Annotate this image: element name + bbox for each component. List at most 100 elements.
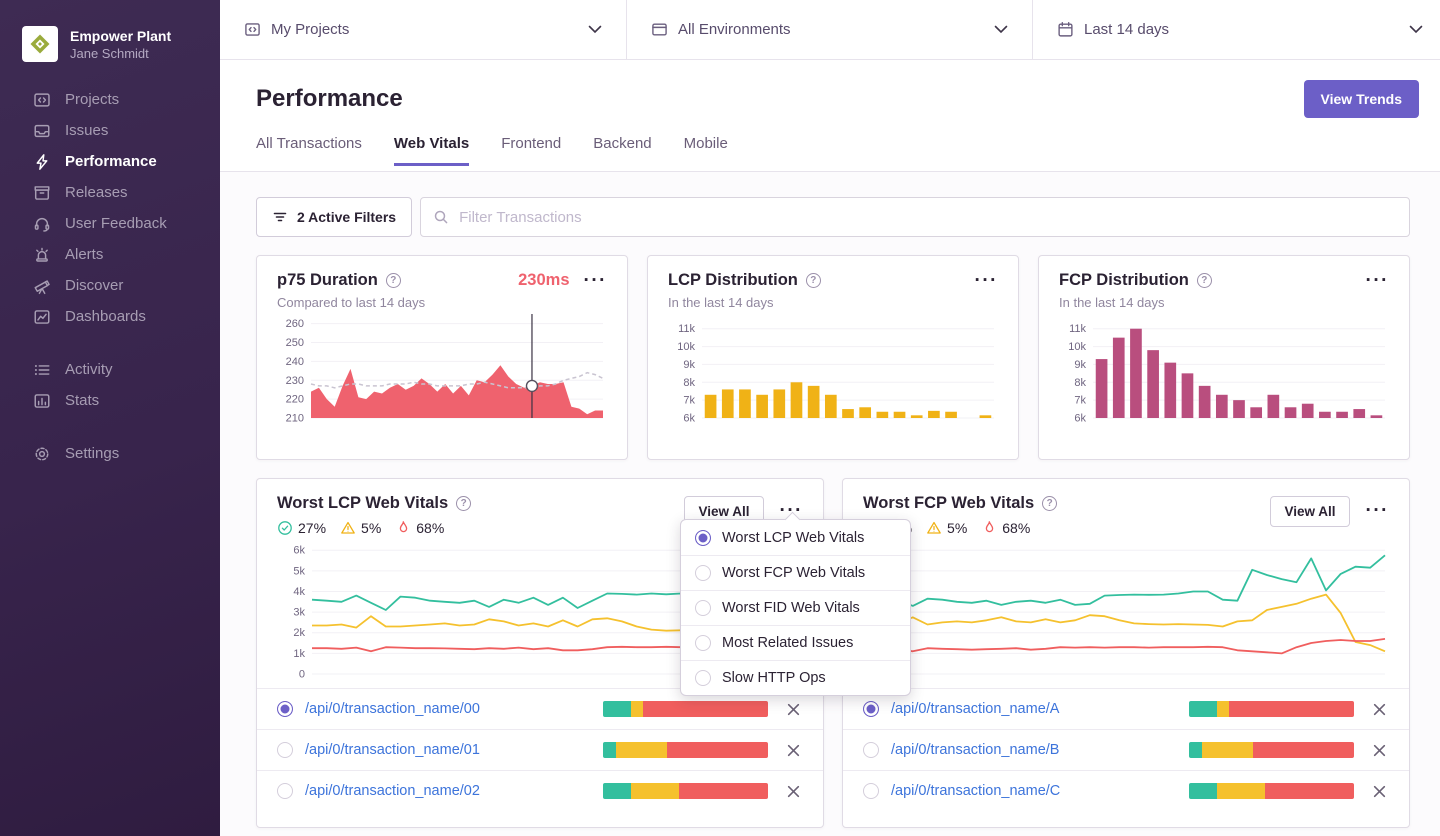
radio[interactable] [863, 783, 879, 799]
close-icon[interactable] [786, 743, 801, 758]
card-title: LCP Distribution [668, 271, 798, 289]
good-percent: 27% [298, 520, 327, 536]
radio[interactable] [277, 783, 293, 799]
close-icon[interactable] [1372, 702, 1387, 717]
radio[interactable] [863, 742, 879, 758]
card-subtitle: In the last 14 days [1059, 295, 1165, 310]
page-header: Performance View Trends All Transactions… [220, 60, 1440, 172]
svg-text:7k: 7k [1074, 395, 1086, 407]
org-switcher[interactable]: Empower Plant Jane Schmidt [0, 0, 220, 70]
sidebar-item-issues[interactable]: Issues [0, 115, 220, 146]
card-title: Worst FCP Web Vitals [863, 494, 1035, 512]
svg-text:7k: 7k [683, 395, 695, 407]
help-icon[interactable] [456, 496, 472, 511]
svg-text:2k: 2k [293, 627, 305, 639]
more-options-icon[interactable] [1366, 506, 1389, 516]
tab-frontend[interactable]: Frontend [501, 135, 562, 152]
transaction-link[interactable]: /api/0/transaction_name/B [891, 742, 1060, 758]
warning-triangle-icon [927, 521, 941, 534]
sidebar-item-stats[interactable]: Stats [0, 385, 220, 416]
meh-percent: 5% [361, 520, 382, 536]
svg-text:11k: 11k [1069, 323, 1086, 335]
sidebar-item-dashboards[interactable]: Dashboards [0, 301, 220, 332]
svg-text:250: 250 [286, 337, 304, 349]
user-feedback-icon [34, 217, 50, 232]
transaction-link[interactable]: /api/0/transaction_name/00 [305, 701, 480, 717]
transaction-link[interactable]: /api/0/transaction_name/A [891, 701, 1060, 717]
org-logo [22, 26, 58, 62]
fire-icon [400, 521, 408, 533]
sidebar-item-activity[interactable]: Activity [0, 354, 220, 385]
more-options-icon[interactable] [1366, 276, 1389, 286]
tab-bar: All Transactions Web Vitals Frontend Bac… [256, 135, 1440, 166]
sidebar-item-alerts[interactable]: Alerts [0, 239, 220, 270]
sidebar-nav: Projects Issues Performance Releases Use… [0, 70, 220, 469]
environment-selector[interactable]: All Environments [627, 0, 1033, 59]
sidebar-item-label: Activity [65, 361, 113, 378]
close-icon[interactable] [786, 702, 801, 717]
empower-plant-logo-icon [30, 34, 50, 54]
date-range-selector[interactable]: Last 14 days [1033, 0, 1440, 59]
sidebar-item-label: Stats [65, 392, 100, 409]
more-options-icon[interactable] [584, 276, 607, 286]
radio[interactable] [277, 742, 293, 758]
dropdown-item-worst-fcp[interactable]: Worst FCP Web Vitals [681, 555, 910, 590]
dropdown-item-worst-lcp[interactable]: Worst LCP Web Vitals [681, 520, 910, 555]
tab-backend[interactable]: Backend [593, 135, 652, 152]
search-input[interactable] [420, 197, 1410, 237]
sidebar-item-settings[interactable]: Settings [0, 438, 220, 469]
dropdown-item-most-related-issues[interactable]: Most Related Issues [681, 625, 910, 660]
svg-text:9k: 9k [683, 359, 695, 371]
project-selector-value: My Projects [271, 21, 350, 38]
view-trends-button[interactable]: View Trends [1303, 80, 1419, 118]
transaction-link[interactable]: /api/0/transaction_name/C [891, 783, 1061, 799]
svg-text:11k: 11k [678, 323, 695, 335]
radio-selected[interactable] [863, 701, 879, 717]
radio [695, 670, 711, 686]
sidebar-item-label: User Feedback [65, 215, 167, 232]
help-icon[interactable] [1042, 496, 1058, 511]
p75-duration-card: p75 Duration 230ms Compared to last 14 d… [256, 255, 628, 460]
svg-text:210: 210 [286, 413, 304, 425]
tab-mobile[interactable]: Mobile [683, 135, 728, 152]
help-icon[interactable] [805, 273, 821, 288]
tab-all-transactions[interactable]: All Transactions [256, 135, 362, 152]
close-icon[interactable] [1372, 743, 1387, 758]
sidebar-item-projects[interactable]: Projects [0, 84, 220, 115]
view-all-button[interactable]: View All [1270, 496, 1350, 527]
sidebar-item-performance[interactable]: Performance [0, 146, 220, 177]
radio [695, 635, 711, 651]
sidebar-item-user-feedback[interactable]: User Feedback [0, 208, 220, 239]
transaction-link[interactable]: /api/0/transaction_name/02 [305, 783, 480, 799]
more-options-icon[interactable] [975, 276, 998, 286]
sidebar-item-label: Settings [65, 445, 120, 462]
sidebar-item-discover[interactable]: Discover [0, 270, 220, 301]
help-icon[interactable] [1196, 273, 1212, 288]
close-icon[interactable] [1372, 784, 1387, 799]
active-filters-button[interactable]: 2 Active Filters [256, 197, 413, 237]
svg-text:1k: 1k [293, 648, 305, 660]
transaction-link[interactable]: /api/0/transaction_name/01 [305, 742, 480, 758]
dropdown-item-label: Worst FCP Web Vitals [722, 565, 866, 581]
card-title: FCP Distribution [1059, 271, 1189, 289]
project-selector[interactable]: My Projects [220, 0, 627, 59]
dropdown-item-slow-http-ops[interactable]: Slow HTTP Ops [681, 660, 910, 695]
fcp-distribution-chart: 6k 7k 8k 9k 10k 11k [1068, 323, 1385, 425]
dropdown-item-label: Slow HTTP Ops [722, 670, 826, 686]
transaction-row: /api/0/transaction_name/B [843, 729, 1409, 770]
svg-text:10k: 10k [677, 341, 695, 353]
lcp-distribution-chart: 6k 7k 8k 9k 10k 11k [677, 323, 994, 425]
radio [695, 565, 711, 581]
radio-selected[interactable] [277, 701, 293, 717]
p75-value: 230ms [518, 271, 570, 289]
tab-web-vitals[interactable]: Web Vitals [393, 135, 470, 166]
discover-icon [34, 279, 50, 294]
close-icon[interactable] [786, 784, 801, 799]
dropdown-item-worst-fid[interactable]: Worst FID Web Vitals [681, 590, 910, 625]
help-icon[interactable] [385, 273, 401, 288]
sidebar-item-releases[interactable]: Releases [0, 177, 220, 208]
topbar: My Projects All Environments Last 14 day… [220, 0, 1440, 60]
stats-icon [34, 393, 50, 408]
